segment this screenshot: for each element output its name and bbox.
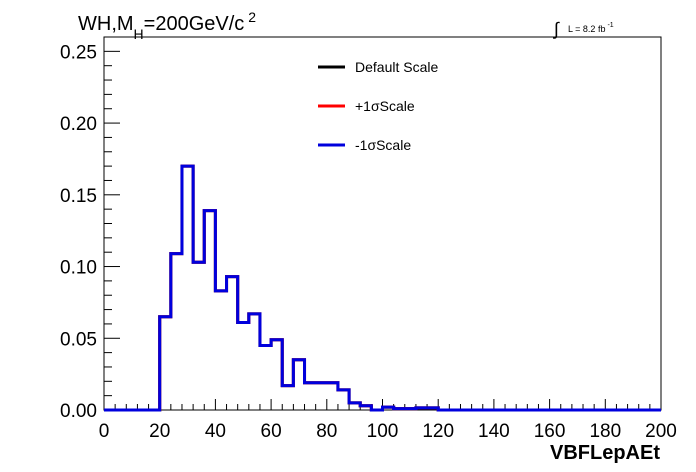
x-axis-label: VBFLepAEt (550, 442, 660, 464)
x-tick-label: 0 (99, 421, 110, 442)
legend: Default Scale +1σScale -1σScale (318, 59, 438, 153)
y-tick-label: 0.25 (60, 42, 97, 63)
x-tick-label: 120 (422, 421, 454, 442)
title-superscript: 2 (248, 9, 256, 25)
chart-title: WH,MH=200GeV/c 2 (78, 9, 256, 42)
y-tick-label: 0.00 (60, 401, 97, 422)
title-main: WH,M (78, 13, 134, 35)
y-tick-label: 0.10 (60, 258, 97, 279)
legend-label: Default Scale (355, 59, 438, 75)
x-tick-label: 20 (149, 421, 170, 442)
title-rest: =200GeV/c (144, 13, 245, 35)
y-tick-label: 0.20 (60, 114, 97, 135)
x-tick-label: 140 (478, 421, 510, 442)
x-tick-label: 180 (589, 421, 621, 442)
x-tick-label: 40 (205, 421, 226, 442)
x-tick-label: 80 (316, 421, 337, 442)
lumi-text: L = 8.2 fb (568, 24, 605, 34)
legend-label: -1σScale (355, 137, 411, 153)
y-tick-label: 0.05 (60, 329, 97, 350)
series-layer (104, 164, 661, 412)
lumi-superscript: -1 (607, 22, 613, 29)
plot-frame (103, 36, 662, 411)
series-line-3 (104, 164, 661, 412)
y-tick-label: 0.15 (60, 186, 97, 207)
axes: 0 20 40 60 80 100 120 140 160 180 200 0.00 0.05 0.10 0… (60, 36, 677, 442)
legend-label: +1σScale (355, 98, 415, 114)
series-line-1 (104, 164, 661, 412)
x-tick-label: 100 (367, 421, 399, 442)
title-subscript: H (134, 26, 144, 42)
series-line-2 (104, 164, 661, 412)
lumi-label: L = 8.2 fb -1 (568, 22, 614, 34)
x-tick-label: 200 (645, 421, 677, 442)
x-tick-label: 60 (261, 421, 282, 442)
x-tick-label: 160 (534, 421, 566, 442)
lumi-integral-sign: ∫ (552, 19, 560, 39)
